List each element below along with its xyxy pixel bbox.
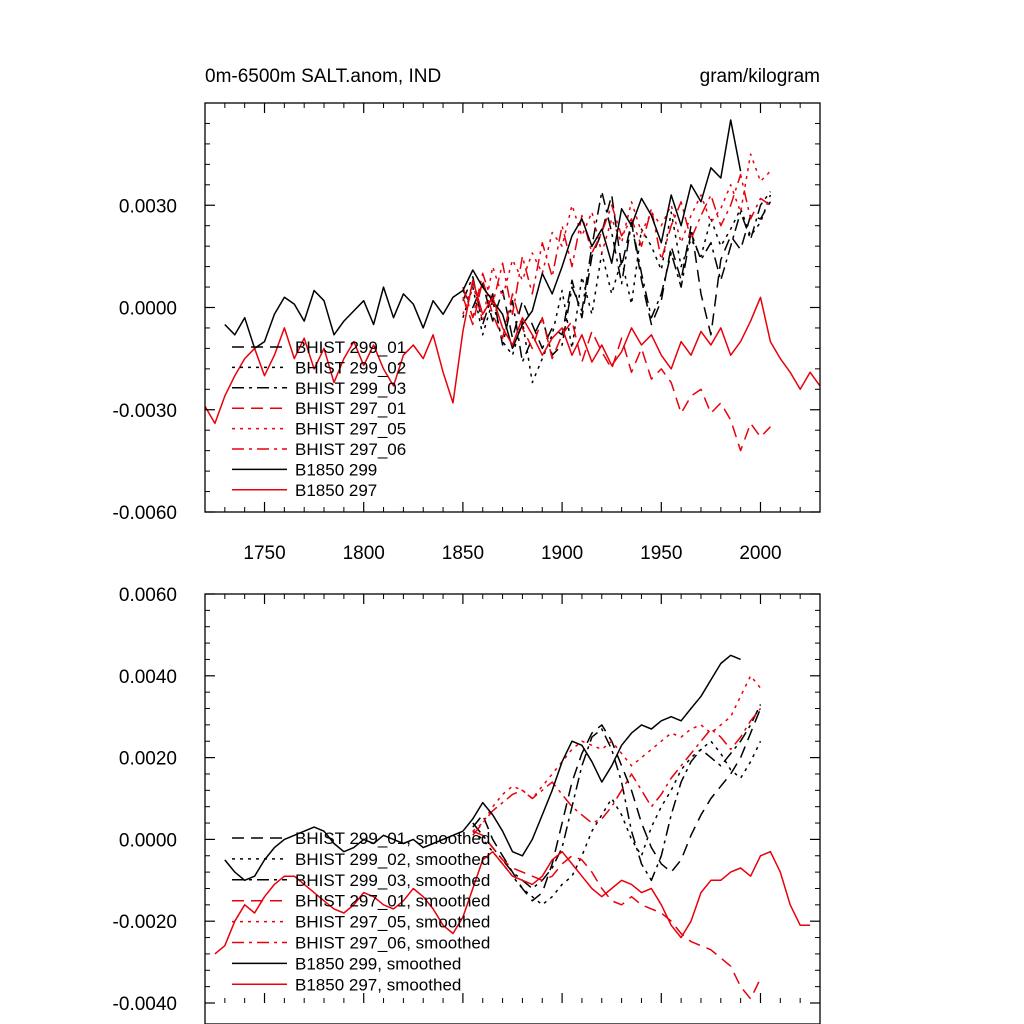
series-line-top-0 — [462, 194, 772, 350]
panel-top-series — [204, 119, 821, 452]
x-tick-label-top-2: 1850 — [442, 543, 484, 564]
series-line-bottom-3 — [472, 830, 762, 1000]
y-tick-label-bottom-1: 0.0040 — [119, 667, 177, 688]
legend-label-top-4: BHIST 297_05 — [295, 420, 406, 439]
y-tick-label-top-0: 0.0030 — [119, 196, 177, 217]
y-tick-label-top-2: -0.0030 — [113, 401, 177, 422]
series-line-bottom-4 — [472, 675, 762, 832]
panel-top-title: 0m-6500m SALT.anom, IND — [205, 66, 441, 87]
legend-label-bottom-1: BHIST 299_02, smoothed — [295, 850, 490, 869]
legend-label-top-2: BHIST 299_03 — [295, 379, 406, 398]
series-line-bottom-6 — [224, 654, 741, 882]
series-line-top-2 — [462, 190, 772, 363]
series-line-top-3 — [462, 279, 771, 452]
y-tick-label-top-1: 0.0000 — [119, 299, 177, 320]
x-tick-label-top-3: 1900 — [541, 543, 583, 564]
panel-top-tick-labels: 0.0030 0.0000 -0.0030 -0.0060 1750 1800 1850 19… — [113, 196, 782, 564]
legend-label-bottom-2: BHIST 299_03, smoothed — [295, 871, 490, 890]
y-tick-label-bottom-2: 0.0020 — [119, 749, 177, 770]
panel-top: 0m-6500m SALT.anom, IND gram/kilogram 0.… — [113, 66, 821, 564]
x-tick-label-top-4: 1950 — [640, 543, 682, 564]
panel-top-units: gram/kilogram — [700, 66, 820, 87]
series-line-bottom-1 — [472, 740, 762, 906]
panel-top-frame — [204, 102, 821, 513]
legend-label-top-7: B1850 297 — [295, 481, 377, 500]
series-line-bottom-2 — [472, 704, 762, 890]
y-tick-label-bottom-5: -0.0040 — [113, 994, 177, 1015]
x-tick-label-top-1: 1800 — [343, 543, 385, 564]
series-line-bottom-5 — [472, 708, 762, 836]
legend-label-top-1: BHIST 299_02 — [295, 358, 406, 377]
panel-bottom-legend: BHIST 299_01, smoothed BHIST 299_02, smoo… — [232, 829, 490, 994]
panel-bottom-tick-labels: 0.0060 0.0040 0.0020 0.0000 -0.0020 -0.0040 — [113, 585, 177, 1015]
series-line-top-1 — [462, 194, 772, 384]
series-line-top-4 — [462, 153, 771, 322]
x-tick-label-top-5: 2000 — [739, 543, 781, 564]
series-line-bottom-0 — [472, 708, 762, 902]
legend-label-top-6: B1850 299 — [295, 460, 377, 479]
panel-bottom-ticks — [205, 593, 820, 1004]
panel-top-ticks — [205, 103, 820, 513]
legend-label-top-5: BHIST 297_06 — [295, 440, 406, 459]
legend-label-bottom-3: BHIST 297_01, smoothed — [295, 892, 490, 911]
series-line-bottom-7 — [214, 850, 811, 955]
x-tick-label-top-0: 1750 — [243, 543, 285, 564]
legend-label-bottom-7: B1850 297, smoothed — [295, 975, 461, 994]
legend-label-bottom-4: BHIST 297_05, smoothed — [295, 913, 490, 932]
y-tick-label-bottom-3: 0.0000 — [119, 830, 177, 851]
panel-bottom-frame — [204, 593, 821, 1024]
y-tick-label-bottom-0: 0.0060 — [119, 585, 177, 606]
series-line-top-6 — [224, 119, 742, 350]
series-line-top-7 — [204, 279, 821, 425]
legend-label-bottom-0: BHIST 299_01, smoothed — [295, 829, 490, 848]
legend-label-bottom-5: BHIST 297_06, smoothed — [295, 934, 490, 953]
panel-bottom-series — [214, 654, 811, 1000]
y-tick-label-top-3: -0.0060 — [113, 503, 177, 524]
legend-label-top-3: BHIST 297_01 — [295, 399, 406, 418]
series-line-top-5 — [462, 173, 771, 319]
legend-label-top-0: BHIST 299_01 — [295, 338, 406, 357]
legend-label-bottom-6: B1850 299, smoothed — [295, 954, 461, 973]
panel-bottom: 0.0060 0.0040 0.0020 0.0000 -0.0020 -0.0040 B… — [113, 585, 821, 1024]
y-tick-label-bottom-4: -0.0020 — [113, 912, 177, 933]
